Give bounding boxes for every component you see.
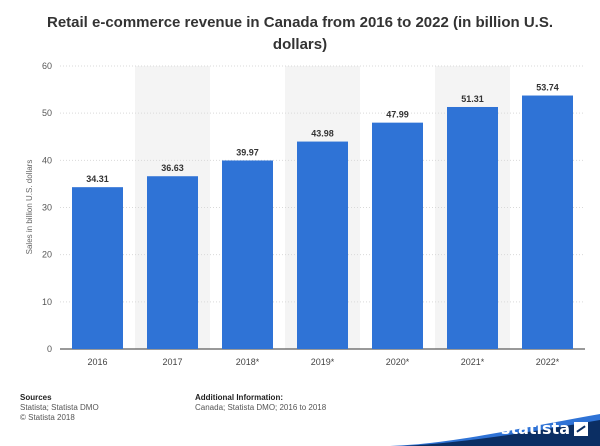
x-tick-label: 2016 — [87, 357, 107, 367]
additional-info-line: Canada; Statista DMO; 2016 to 2018 — [195, 403, 327, 412]
bar — [447, 106, 498, 350]
y-tick-label: 10 — [42, 297, 52, 307]
sources-heading: Sources — [20, 393, 52, 402]
bar — [147, 176, 198, 349]
y-tick-label: 20 — [42, 250, 52, 260]
data-label: 51.31 — [461, 94, 484, 104]
y-tick-label: 50 — [42, 108, 52, 118]
sources-block: Sources Statista; Statista DMO © Statist… — [20, 393, 99, 423]
statista-arrow-icon — [574, 421, 588, 436]
chart-title: Retail e-commerce revenue in Canada from… — [46, 14, 553, 53]
y-axis-label: Sales in billion U.S. dollars — [25, 159, 34, 255]
copyright-line: © Statista 2018 — [20, 413, 75, 422]
data-label: 34.31 — [86, 174, 109, 184]
y-tick-label: 0 — [47, 344, 52, 354]
bar — [297, 141, 348, 349]
bar — [72, 187, 123, 349]
brand-band-fill — [402, 420, 600, 446]
bar — [522, 95, 573, 349]
data-label: 36.63 — [161, 163, 184, 173]
additional-info-heading: Additional Information: — [195, 393, 283, 402]
x-tick-label: 2020* — [386, 357, 410, 367]
statista-logo[interactable]: statista — [501, 419, 588, 438]
data-label: 53.74 — [536, 83, 559, 93]
x-tick-label: 2022* — [536, 357, 560, 367]
y-tick-label: 40 — [42, 155, 52, 165]
data-label: 47.99 — [386, 110, 409, 120]
y-tick-label: 30 — [42, 203, 52, 213]
x-tick-label: 2019* — [311, 357, 335, 367]
brand-band — [390, 414, 600, 446]
x-tick-label: 2017 — [162, 357, 182, 367]
statista-logo-text: statista — [500, 419, 570, 438]
additional-info-block: Additional Information: Canada; Statista… — [195, 393, 326, 413]
bar — [372, 122, 423, 350]
data-label: 39.97 — [236, 147, 259, 157]
x-tick-label: 2021* — [461, 357, 485, 367]
data-label: 43.98 — [311, 129, 334, 139]
sources-line: Statista; Statista DMO — [20, 403, 99, 412]
y-tick-label: 60 — [42, 61, 52, 71]
x-tick-label: 2018* — [236, 357, 260, 367]
bar — [222, 160, 273, 349]
